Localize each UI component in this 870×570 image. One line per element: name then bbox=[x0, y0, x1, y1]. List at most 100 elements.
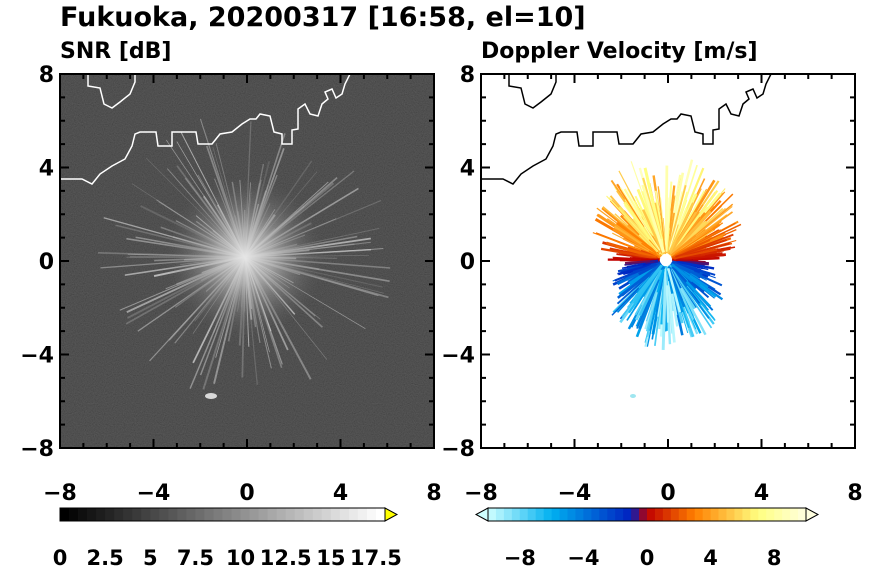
snr-colorbar-segment bbox=[123, 508, 133, 521]
snr-ytick-label: 0 bbox=[39, 250, 54, 275]
snr-colorbar-segment bbox=[321, 508, 332, 521]
doppler-echo-ray bbox=[670, 210, 712, 255]
snr-colorbar-segment bbox=[303, 508, 314, 521]
snr-ytick-label: −4 bbox=[20, 344, 54, 369]
doppler-echo-ray bbox=[669, 266, 713, 329]
snr-colorbar-segment bbox=[366, 508, 377, 521]
doppler-echo-ray bbox=[668, 211, 698, 256]
snr-colorbar-tick-label: 2.5 bbox=[87, 546, 124, 570]
snr-colorbar-segment bbox=[87, 508, 97, 521]
doppler-echo-ray bbox=[671, 263, 701, 287]
snr-colorbar-tick-label: 17.5 bbox=[350, 546, 402, 570]
snr-colorbar-segment bbox=[168, 508, 178, 521]
doppler-colorbar-segment bbox=[607, 508, 616, 521]
doppler-colorbar-segment bbox=[527, 508, 537, 521]
doppler-colorbar-tick-label: −8 bbox=[504, 546, 536, 570]
doppler-colorbar-tick-label: 8 bbox=[767, 546, 782, 570]
doppler-xtick-label: −4 bbox=[558, 481, 592, 506]
doppler-background bbox=[481, 74, 855, 448]
doppler-echo-ray bbox=[669, 189, 719, 255]
snr-colorbar-segment bbox=[222, 508, 232, 521]
doppler-colorbar-segment bbox=[798, 508, 807, 521]
snr-colorbar-segment bbox=[78, 508, 88, 521]
doppler-colorbar-segment bbox=[591, 508, 600, 521]
doppler-echo-ray bbox=[641, 184, 665, 253]
doppler-echo-ray bbox=[661, 269, 668, 351]
snr-colorbar-segment bbox=[114, 508, 124, 521]
snr-colorbar-segment bbox=[285, 508, 296, 521]
doppler-echo-ray bbox=[643, 167, 666, 251]
doppler-colorbar-segment bbox=[734, 508, 743, 521]
snr-xtick-label: −4 bbox=[137, 481, 171, 506]
snr-xtick-label: 8 bbox=[426, 481, 441, 506]
snr-isolated-echo bbox=[205, 393, 217, 399]
doppler-echo-ray bbox=[667, 185, 687, 250]
doppler-colorbar-segment bbox=[559, 508, 568, 521]
snr-colorbar-segment bbox=[69, 508, 79, 521]
doppler-echo-ray bbox=[600, 247, 655, 260]
doppler-colorbar-segment bbox=[623, 508, 632, 521]
doppler-colorbar-segment bbox=[758, 508, 767, 521]
doppler-xtick-label: 4 bbox=[754, 481, 769, 506]
doppler-colorbar-segment bbox=[543, 508, 552, 521]
doppler-echo-ray bbox=[675, 239, 727, 258]
doppler-echo-ray bbox=[677, 254, 725, 260]
doppler-colorbar-extend-max bbox=[805, 507, 820, 522]
snr-colorbar-segment bbox=[267, 508, 278, 521]
doppler-echo-ray bbox=[677, 260, 715, 270]
doppler-echo-ray bbox=[638, 261, 662, 276]
snr-echo-core bbox=[165, 177, 325, 337]
snr-colorbar-tick-label: 0 bbox=[53, 546, 68, 570]
doppler-colorbar-segment bbox=[599, 508, 608, 521]
doppler-echo-ray bbox=[631, 264, 663, 302]
snr-colorbar-segment bbox=[96, 508, 106, 521]
doppler-echo-ray bbox=[664, 165, 669, 252]
doppler-colorbar-segment bbox=[575, 508, 584, 521]
snr-colorbar-segment bbox=[141, 508, 151, 521]
snr-ytick-label: −8 bbox=[20, 437, 54, 462]
doppler-colorbar-tick-label: 4 bbox=[703, 546, 718, 570]
doppler-ytick-label: −8 bbox=[441, 437, 475, 462]
snr-colorbar-segment bbox=[132, 508, 142, 521]
doppler-colorbar-segment bbox=[639, 508, 648, 521]
doppler-xtick-label: −8 bbox=[464, 481, 498, 506]
doppler-colorbar-segment bbox=[686, 508, 696, 521]
snr-colorbar-segment bbox=[312, 508, 323, 521]
doppler-colorbar-segment bbox=[535, 508, 545, 521]
doppler-echo-ray bbox=[675, 262, 701, 274]
snr-xtick-label: 0 bbox=[239, 481, 254, 506]
doppler-panel-title: Doppler Velocity [m/s] bbox=[481, 39, 758, 64]
doppler-echo-ray bbox=[619, 187, 661, 251]
doppler-colorbar-segment bbox=[702, 508, 711, 521]
snr-colorbar-tick-label: 12.5 bbox=[260, 546, 312, 570]
doppler-colorbar-segment bbox=[662, 508, 672, 521]
doppler-colorbar-segment bbox=[726, 508, 735, 521]
doppler-colorbar-segment bbox=[750, 508, 759, 521]
doppler-colorbar-segment bbox=[511, 508, 521, 521]
doppler-echo-ray bbox=[667, 240, 672, 252]
snr-colorbar-extend-max bbox=[384, 507, 399, 522]
doppler-colorbar-segment bbox=[742, 508, 751, 521]
doppler-echo-ray bbox=[656, 269, 665, 293]
doppler-colorbar-segment bbox=[519, 508, 529, 521]
snr-colorbar-segment bbox=[339, 508, 350, 521]
doppler-echo-ray bbox=[615, 245, 657, 259]
doppler-echo-ray bbox=[648, 239, 661, 253]
doppler-xtick-label: 0 bbox=[660, 481, 675, 506]
snr-colorbar-segment bbox=[258, 508, 269, 521]
doppler-echo-ray bbox=[668, 219, 680, 251]
snr-colorbar-segment bbox=[195, 508, 205, 521]
doppler-coastline bbox=[481, 74, 772, 185]
doppler-colorbar-segment bbox=[488, 508, 497, 521]
snr-xtick-label: 4 bbox=[333, 481, 348, 506]
doppler-echo-ray bbox=[614, 262, 657, 282]
doppler-colorbar-segment bbox=[670, 508, 680, 521]
doppler-plot-area bbox=[481, 74, 855, 448]
doppler-echo-rays bbox=[592, 159, 742, 351]
snr-coastline bbox=[60, 74, 351, 185]
doppler-colorbar-segment bbox=[710, 508, 719, 521]
snr-colorbar-frame bbox=[59, 507, 386, 522]
doppler-colorbar-segment bbox=[766, 508, 775, 521]
doppler-colorbar-segment bbox=[694, 508, 704, 521]
doppler-colorbar-segment bbox=[615, 508, 624, 521]
